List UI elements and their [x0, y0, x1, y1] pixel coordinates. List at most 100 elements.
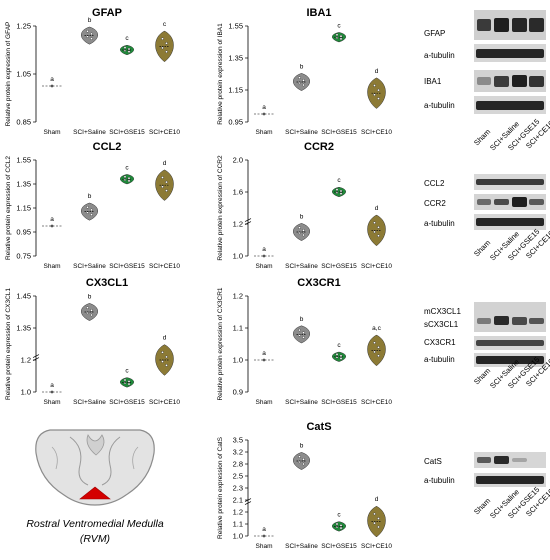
- x-tick-label: SCI+CE10: [149, 399, 180, 406]
- data-point: [339, 526, 343, 530]
- y-tick-label: 1.0: [233, 252, 243, 261]
- blot-panel-gfap-iba1: GFAP a-tubulin IBA1 a-tubulin Sham SCI+S…: [420, 8, 550, 152]
- data-point: [127, 47, 131, 51]
- data-point: [339, 524, 343, 527]
- x-tick-label: Sham: [44, 399, 61, 406]
- data-point: [161, 37, 164, 41]
- chart-title: CatS: [306, 421, 331, 433]
- significance-letter: a: [50, 76, 54, 83]
- x-tick-label: SCI+CE10: [149, 263, 180, 270]
- x-tick-label: SCI+CE10: [149, 129, 180, 136]
- y-tick-label: 1.0: [233, 532, 243, 541]
- data-point: [123, 378, 127, 382]
- x-tick-label: SCI+Saline: [73, 263, 106, 270]
- y-tick-label: 0.85: [16, 118, 31, 127]
- x-tick-label: Sham: [256, 399, 273, 406]
- blot-panel-cats: CatS a-tubulin Sham SCI+Saline SCI+GSE15…: [420, 448, 550, 548]
- data-point: [262, 112, 266, 116]
- data-point: [373, 221, 376, 225]
- y-tick-label: 1.35: [16, 180, 31, 189]
- data-point: [377, 88, 380, 92]
- significance-letter: d: [375, 68, 379, 75]
- data-point: [262, 534, 266, 538]
- y-tick-label: 2.0: [233, 156, 243, 165]
- data-point: [298, 455, 301, 458]
- blot-strip-cats: [474, 452, 546, 468]
- data-point: [127, 382, 131, 386]
- data-point: [373, 230, 376, 234]
- data-point: [90, 213, 93, 216]
- data-point: [161, 46, 164, 50]
- significance-letter: d: [163, 160, 167, 167]
- x-tick-label: Sham: [256, 263, 273, 270]
- significance-letter: c: [337, 512, 341, 519]
- data-point: [90, 37, 93, 40]
- significance-letter: c: [337, 177, 341, 184]
- x-tick-label: SCI+Saline: [285, 263, 318, 270]
- data-point: [377, 346, 380, 349]
- chart-title: CCR2: [304, 141, 334, 153]
- y-tick-label: 1.6: [233, 188, 243, 197]
- data-point: [90, 32, 93, 36]
- rvm-illustration: [30, 425, 160, 510]
- y-tick-label: 1.35: [228, 54, 243, 63]
- data-point: [373, 93, 376, 97]
- y-tick-label: 1.2: [233, 292, 243, 301]
- y-axis-label: Relative protein expression of CCR2: [217, 155, 224, 261]
- y-axis-label: Relative protein expression of CX3CR1: [217, 287, 224, 400]
- data-point: [127, 380, 131, 383]
- chart-title: GFAP: [92, 7, 122, 19]
- y-tick-label: 1.2: [233, 220, 243, 229]
- data-point: [86, 29, 89, 33]
- chart-gfap: GFAP Relative protein expression of GFAP 0…: [5, 7, 180, 136]
- data-point: [165, 50, 168, 54]
- blot-panel-cx3cl1-cx3cr1: mCX3CL1 sCX3CL1 CX3CR1 a-tubulin Sham SC…: [420, 298, 550, 410]
- x-tick-label: SCI+GSE15: [109, 129, 145, 136]
- significance-letter: b: [300, 442, 304, 449]
- y-tick-label: 2.1: [233, 496, 243, 505]
- data-point: [123, 175, 127, 179]
- data-point: [302, 331, 305, 334]
- y-axis-label: Relative protein expression of CX3CL1: [5, 288, 12, 400]
- blot-strip-tubulin2: [474, 96, 546, 114]
- significance-letter: a: [262, 350, 266, 357]
- x-tick-label: SCI+GSE15: [321, 543, 357, 550]
- y-axis-label: Relative protein expression of CatS: [217, 436, 224, 539]
- y-tick-label: 0.75: [16, 252, 31, 261]
- data-point: [377, 97, 380, 100]
- y-tick-label: 1.15: [16, 204, 31, 213]
- x-tick-label: SCI+GSE15: [109, 263, 145, 270]
- data-point: [302, 228, 305, 232]
- y-tick-label: 1.55: [228, 22, 243, 31]
- blot-label: mCX3CL1: [424, 307, 461, 316]
- y-tick-label: 0.95: [16, 228, 31, 237]
- blot-strip-tubulin4: [474, 353, 546, 367]
- significance-letter: a: [262, 104, 266, 111]
- y-tick-label: 1.0: [21, 388, 31, 397]
- x-tick-label: SCI+Saline: [285, 399, 318, 406]
- significance-letter: a: [50, 216, 54, 223]
- data-point: [50, 224, 54, 228]
- data-point: [86, 205, 89, 209]
- y-tick-label: 1.15: [228, 86, 243, 95]
- data-point: [302, 78, 305, 82]
- chart-cx3cl1: CX3CL1 Relative protein expression of CX3…: [5, 277, 180, 406]
- x-tick-label: SCI+Saline: [73, 399, 106, 406]
- data-point: [377, 234, 380, 238]
- x-tick-label: Sham: [44, 263, 61, 270]
- blot-strip-ccr2: [474, 194, 546, 210]
- data-point: [302, 83, 305, 87]
- x-tick-label: Sham: [44, 129, 61, 136]
- data-point: [302, 462, 305, 466]
- data-point: [335, 522, 339, 526]
- data-point: [262, 358, 266, 362]
- y-axis-label: Relative protein expression of IBA1: [217, 23, 224, 125]
- region-caption-line2: (RVM): [79, 533, 111, 545]
- blot-label: CX3CR1: [424, 338, 456, 347]
- significance-letter: a: [262, 526, 266, 533]
- blot-strip-tubulin3: [474, 214, 546, 230]
- blot-panel-ccl2-ccr2: CCL2 CCR2 a-tubulin Sham SCI+Saline SCI+…: [420, 170, 550, 280]
- chart-cats: CatS Relative protein expression of CatS 1…: [217, 421, 392, 550]
- data-point: [127, 179, 131, 183]
- x-tick-label: SCI+CE10: [361, 399, 392, 406]
